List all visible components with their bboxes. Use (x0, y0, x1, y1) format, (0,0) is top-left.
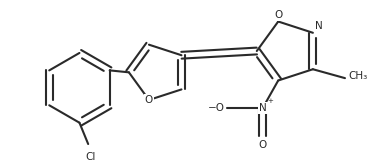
Text: O: O (258, 140, 267, 150)
Text: O: O (145, 95, 153, 105)
Text: +: + (267, 98, 273, 104)
Text: CH₃: CH₃ (348, 71, 367, 81)
Text: Cl: Cl (85, 152, 95, 162)
Text: O: O (274, 10, 282, 20)
Text: N: N (315, 21, 323, 31)
Text: N: N (259, 103, 266, 113)
Text: −O: −O (208, 103, 225, 113)
